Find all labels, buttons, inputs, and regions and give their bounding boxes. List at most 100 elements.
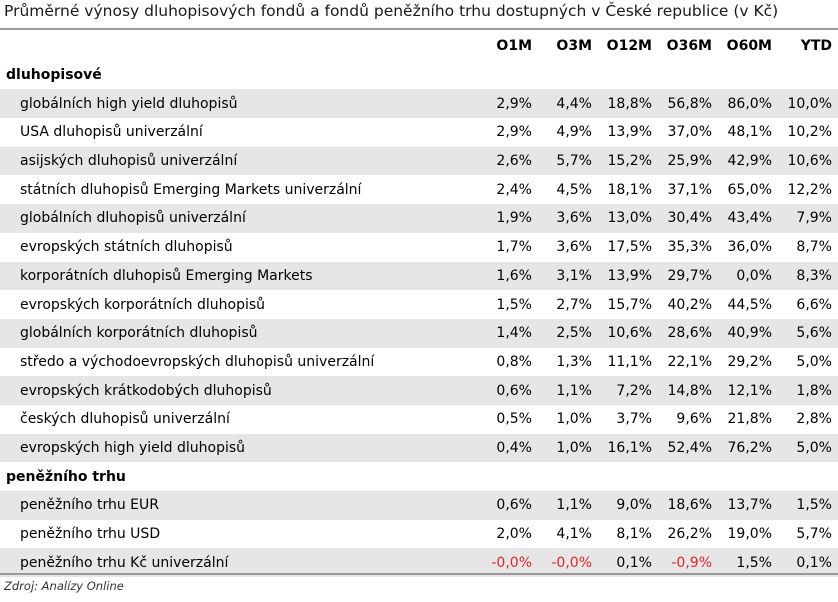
table-row: evropských krátkodobých dluhopisů 0,6% 1,1… [0,376,838,405]
value-cell: 5,0% [778,433,838,463]
value-cell: 15,7% [607,296,652,313]
value-cell: 0,0% [718,261,778,291]
section-heading: dluhopisové [6,67,102,84]
value-cell: 0,4% [476,433,538,463]
returns-table: O1M O3M O12M O36M O60M YTD dluhopisové gl… [0,32,838,578]
value-cell: 17,5% [607,239,652,256]
value-cell: 12,2% [787,181,832,198]
value-cell: 13,9% [598,261,658,291]
value-cell: 3,6% [538,204,598,233]
value-cell: 1,0% [538,433,598,463]
table-row: českých dluhopisů univerzální 0,5% 1,0% 3,7… [0,405,838,434]
value-cell: 14,8% [658,376,718,405]
row-label: evropských high yield dluhopisů [0,433,476,463]
value-cell: 4,9% [556,124,592,141]
table-row: globálních korporátních dluhopisů 1,4% 2,5… [0,318,838,348]
value-cell: 18,1% [607,181,652,198]
value-cell: 48,1% [727,124,772,141]
value-cell: 3,6% [556,239,592,256]
value-cell: 1,6% [476,261,538,291]
value-cell: 29,2% [727,353,772,370]
value-cell: 28,6% [658,318,718,348]
value-cell: 1,7% [496,239,532,256]
value-cell: 30,4% [658,204,718,233]
value-cell: 13,0% [598,204,658,233]
header-spacer [0,32,476,61]
row-label: globálních high yield dluhopisů [0,89,476,119]
value-cell: 56,8% [658,89,718,119]
table-row: USA dluhopisů univerzální 2,9% 4,9% 13,9% 37… [0,118,838,147]
value-cell: 40,2% [667,296,712,313]
value-cell: 8,3% [778,261,838,291]
value-cell: 1,3% [556,353,592,370]
table-row: evropských korporátních dluhopisů 1,5% 2,7… [0,290,838,319]
value-cell: 2,6% [476,146,538,176]
value-cell: 15,2% [598,146,658,176]
value-cell: 18,6% [658,491,718,520]
row-label: peněžního trhu EUR [0,491,476,520]
value-cell: 44,5% [727,296,772,313]
table-row: globálních dluhopisů univerzální 1,9% 3,6%… [0,204,838,233]
value-cell: 0,6% [476,491,538,520]
row-label: asijských dluhopisů univerzální [0,146,476,176]
value-cell: 52,4% [658,433,718,463]
value-cell: -0,0% [476,548,538,578]
value-cell: 7,9% [778,204,838,233]
row-label: státních dluhopisů Emerging Markets univ… [20,181,362,198]
table-row: globálních high yield dluhopisů 2,9% 4,4% 1… [0,89,838,119]
value-cell: 10,0% [778,89,838,119]
value-cell: 35,3% [667,239,712,256]
value-cell: 10,6% [778,146,838,176]
value-cell: 10,2% [787,124,832,141]
value-cell: 2,4% [496,181,532,198]
value-cell: 1,1% [538,376,598,405]
value-cell: 37,0% [667,124,712,141]
value-cell: 37,1% [667,181,712,198]
value-cell: 5,7% [796,526,832,543]
value-cell: 3,7% [616,411,652,428]
row-label: globálních dluhopisů univerzální [0,204,476,233]
table-row: státních dluhopisů Emerging Markets univ… [0,175,838,204]
value-cell: 2,5% [538,318,598,348]
value-cell: -0,9% [658,548,718,578]
value-cell: 0,6% [476,376,538,405]
value-cell: 7,2% [598,376,658,405]
section-row: peněžního trhu [0,462,838,491]
table-row: evropských státních dluhopisů 1,7% 3,6% 17,… [0,233,838,262]
value-cell: 4,1% [556,526,592,543]
value-cell: 12,1% [718,376,778,405]
bottom-rule [0,573,838,575]
column-header: O60M [726,38,772,55]
source-note: Zdroj: Analízy Online [4,579,124,593]
value-cell: 1,5% [718,548,778,578]
value-cell: 18,8% [598,89,658,119]
value-cell: 0,8% [496,353,532,370]
header-row: O1M O3M O12M O36M O60M YTD [0,32,838,61]
value-cell: 0,1% [598,548,658,578]
row-label: evropských státních dluhopisů [20,239,233,256]
value-cell: 1,5% [496,296,532,313]
value-cell: 2,7% [556,296,592,313]
column-header: O1M [496,38,532,55]
value-cell: 29,7% [658,261,718,291]
table-row: peněžního trhu Kč univerzální -0,0% -0,0% 0… [0,548,838,578]
row-label: globálních korporátních dluhopisů [0,318,476,348]
value-cell: 9,0% [598,491,658,520]
value-cell: 19,0% [727,526,772,543]
value-cell: 22,1% [667,353,712,370]
table-body: dluhopisové globálních high yield dluhopi… [0,61,838,578]
value-cell: 3,1% [538,261,598,291]
value-cell: 1,0% [556,411,592,428]
value-cell: 2,9% [496,124,532,141]
value-cell: 11,1% [607,353,652,370]
value-cell: 4,5% [556,181,592,198]
row-label: evropských krátkodobých dluhopisů [0,376,476,405]
value-cell: 42,9% [718,146,778,176]
value-cell: 13,9% [607,124,652,141]
row-label: středo a východoevropských dluhopisů uni… [20,353,375,370]
value-cell: 0,5% [496,411,532,428]
value-cell: 13,7% [718,491,778,520]
column-header: O36M [666,38,712,55]
top-rule [0,28,838,30]
row-label: českých dluhopisů univerzální [20,411,230,428]
